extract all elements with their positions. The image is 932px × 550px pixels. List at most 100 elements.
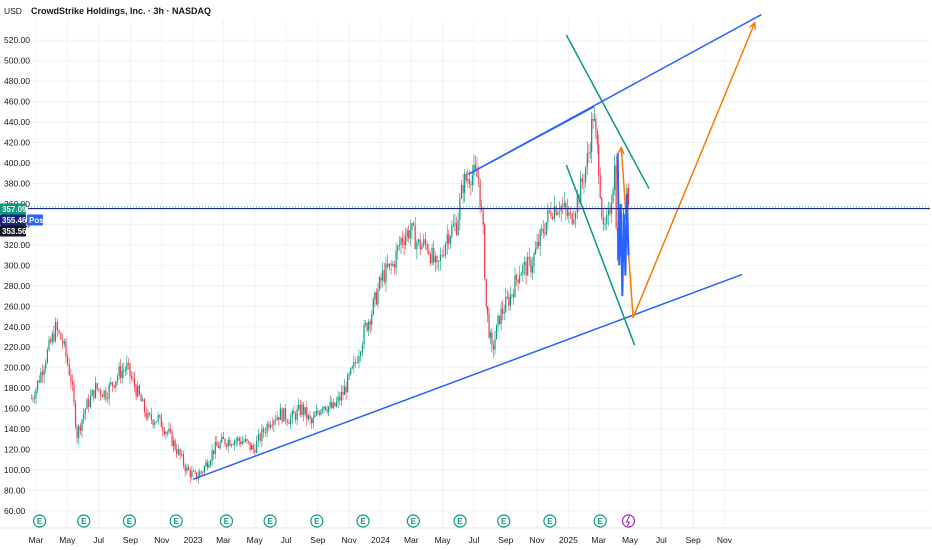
candle-body — [89, 395, 92, 408]
earnings-icon[interactable]: E — [453, 514, 467, 528]
candle-body — [574, 212, 577, 220]
earnings-icon[interactable]: E — [310, 514, 324, 528]
candle-body — [196, 472, 198, 479]
candle-body — [235, 440, 237, 442]
candle-body — [177, 449, 179, 455]
candle-body — [580, 178, 582, 203]
candle-body — [244, 439, 247, 442]
price-badge: 357.09 — [0, 203, 27, 215]
earnings-icon[interactable]: E — [77, 514, 91, 528]
candle-body — [542, 228, 544, 234]
candle-body — [446, 234, 448, 244]
candle-body — [595, 118, 597, 131]
candle-body — [431, 248, 433, 264]
candle-body — [503, 312, 505, 314]
candle-body — [206, 462, 209, 468]
earnings-icon[interactable]: E — [593, 514, 607, 528]
candle-body — [423, 239, 425, 246]
x-tick-label: 2024 — [371, 535, 390, 545]
candle-body — [135, 386, 137, 397]
candle-body — [283, 408, 285, 422]
candle-body — [160, 415, 162, 428]
candle-body — [387, 263, 389, 267]
candle-body — [479, 179, 481, 207]
earnings-icon-letter: E — [411, 517, 417, 526]
dividend-event-icon[interactable] — [621, 514, 636, 528]
earnings-icon[interactable]: E — [406, 514, 420, 528]
candle-body — [101, 394, 103, 398]
candle-body — [438, 260, 440, 263]
candle-body — [62, 339, 64, 344]
earnings-icon[interactable]: E — [32, 514, 47, 528]
earnings-icon[interactable]: E — [543, 514, 557, 528]
earnings-icon[interactable]: E — [122, 514, 137, 528]
candle-body — [401, 238, 404, 243]
candle-body — [487, 306, 489, 315]
price-badge-label: 353.56 — [2, 227, 27, 236]
earnings-icon[interactable]: E — [497, 514, 511, 528]
candle-body — [152, 420, 154, 425]
candle-body — [550, 211, 552, 217]
candle-body — [219, 442, 221, 449]
candle-body — [221, 436, 223, 443]
candle-body — [371, 314, 373, 325]
candle-body — [93, 389, 95, 399]
projection-up-arrowhead — [749, 21, 756, 30]
candle-body — [448, 234, 450, 244]
earnings-icon[interactable]: E — [263, 514, 277, 528]
candle-body — [369, 321, 371, 325]
candle-body — [539, 230, 541, 246]
candle-body — [347, 374, 349, 393]
candle-body — [340, 392, 342, 401]
candle-body — [214, 441, 216, 454]
y-tick-label: 520.00 — [4, 35, 30, 45]
candle-body — [78, 425, 80, 439]
candle-body — [372, 299, 374, 315]
x-tick-label: Nov — [530, 535, 546, 545]
candle-body — [335, 401, 338, 407]
candle-body — [533, 253, 535, 266]
candle-body — [227, 439, 229, 447]
candle-body — [63, 341, 65, 344]
y-tick-label: 160.00 — [4, 404, 30, 414]
y-tick-label: 300.00 — [4, 260, 30, 270]
candle-body — [523, 261, 526, 266]
candle-body — [273, 420, 275, 426]
candle-body — [81, 419, 83, 431]
earnings-icon-ring — [77, 514, 91, 528]
candle-body — [251, 445, 253, 450]
candle-body — [593, 118, 596, 121]
price-axis[interactable]: 520.00 500.00 480.00 460.00 440.00 420.00 400.… — [0, 35, 47, 516]
candle-body — [314, 415, 316, 418]
candle-body — [519, 275, 521, 283]
candle-body — [368, 321, 370, 331]
candle-body — [284, 408, 287, 421]
candle-body — [460, 184, 463, 199]
candle-body — [358, 356, 360, 363]
candle-body — [508, 297, 510, 306]
candle-body — [492, 345, 495, 350]
candle-body — [426, 243, 428, 251]
candle-body — [58, 330, 60, 333]
x-tick-label: May — [622, 535, 639, 545]
candle-body — [342, 392, 344, 395]
time-axis[interactable]: Mar May Jul Sep Nov 2023 Mar May Jul Sep Nov 2024 Ma… — [0, 527, 932, 545]
price-badge-label: 357.09 — [2, 205, 27, 214]
candle-body — [573, 219, 575, 224]
earnings-icon[interactable]: E — [219, 514, 234, 528]
candle-body — [455, 223, 458, 235]
candle-body — [334, 402, 336, 407]
candle-body — [138, 385, 140, 395]
candle-body — [614, 165, 616, 191]
candle-body — [181, 453, 183, 456]
candle-body — [354, 362, 357, 363]
candle-body — [83, 414, 85, 420]
earnings-icon[interactable]: E — [169, 514, 183, 528]
candle-body — [264, 432, 266, 434]
candle-body — [366, 323, 368, 331]
candle-body — [53, 333, 55, 342]
price-badge-bg — [27, 214, 43, 226]
candle-body — [604, 224, 606, 225]
earnings-icon[interactable]: E — [356, 514, 370, 528]
